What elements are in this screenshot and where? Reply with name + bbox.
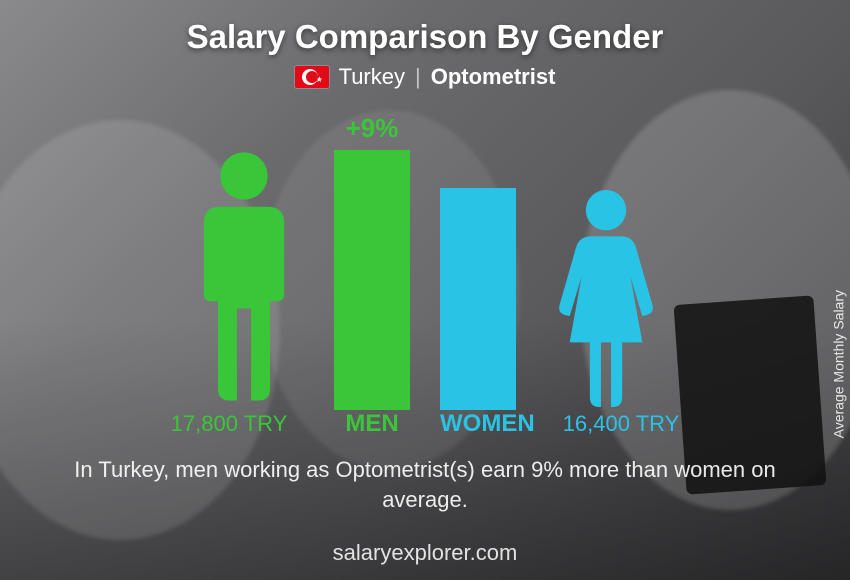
men-salary-value: 17,800 TRY (154, 411, 304, 437)
women-salary-value: 16,400 TRY (546, 411, 696, 437)
caption-text: In Turkey, men working as Optometrist(s)… (60, 455, 790, 514)
men-label: MEN (334, 410, 410, 438)
subtitle-row: ★ Turkey | Optometrist (0, 64, 850, 90)
turkey-flag-icon: ★ (295, 66, 329, 88)
men-pct-delta: +9% (346, 113, 399, 144)
men-bar-col: +9% (334, 113, 410, 410)
women-label: WOMEN (440, 410, 516, 438)
female-person-icon (546, 188, 666, 410)
separator: | (415, 64, 421, 90)
chart-row: +9% (0, 120, 850, 410)
men-bar (334, 150, 410, 410)
women-bar (440, 188, 516, 410)
labels-row: 17,800 TRY MEN WOMEN 16,400 TRY (0, 410, 850, 438)
men-icon-col (184, 150, 304, 410)
country-label: Turkey (339, 64, 405, 90)
y-axis-label: Average Monthly Salary (830, 290, 846, 438)
job-label: Optometrist (431, 64, 556, 90)
male-person-icon (184, 150, 304, 410)
brand-footer: salaryexplorer.com (0, 540, 850, 566)
women-icon-col (546, 188, 666, 410)
women-bar-col (440, 188, 516, 410)
page-title: Salary Comparison By Gender (0, 0, 850, 56)
